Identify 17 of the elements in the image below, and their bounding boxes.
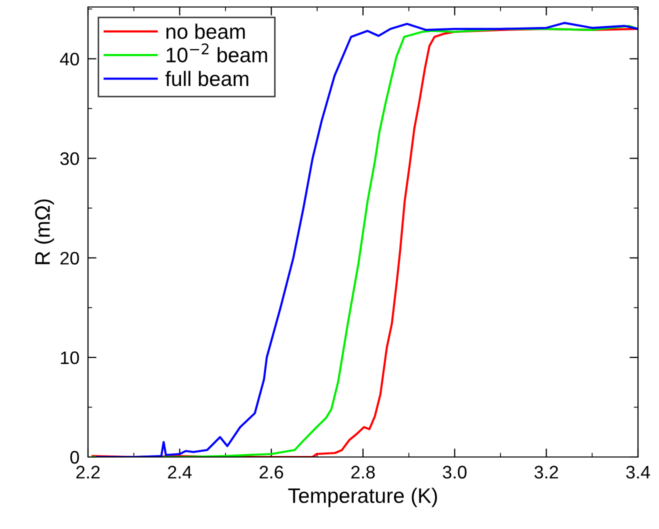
x-tick-label: 2.4	[168, 466, 192, 478]
y-tick-label: 0	[70, 450, 79, 464]
legend-label: no beam	[166, 24, 245, 39]
y-tick-label: 30	[60, 152, 79, 166]
legend-label: 10$^{−2}$ beam	[166, 43, 268, 62]
x-tick-label: 3.0	[442, 466, 467, 479]
x-tick-label: 3.4	[626, 466, 650, 479]
x-tick-label: 2.8	[351, 466, 375, 479]
x-axis-title: Temperature (K)	[288, 488, 437, 508]
x-tick-label: 2.6	[260, 466, 284, 479]
x-tick-label: 3.2	[534, 466, 558, 479]
x-tick-label: 2.2	[76, 466, 100, 478]
y-tick-label: 20	[60, 252, 79, 265]
y-tick-label: 10	[60, 351, 79, 364]
legend-label: full beam	[165, 70, 248, 86]
y-tick-label: 40	[60, 52, 79, 66]
y-axis-title: R (mΩ)	[34, 199, 54, 264]
